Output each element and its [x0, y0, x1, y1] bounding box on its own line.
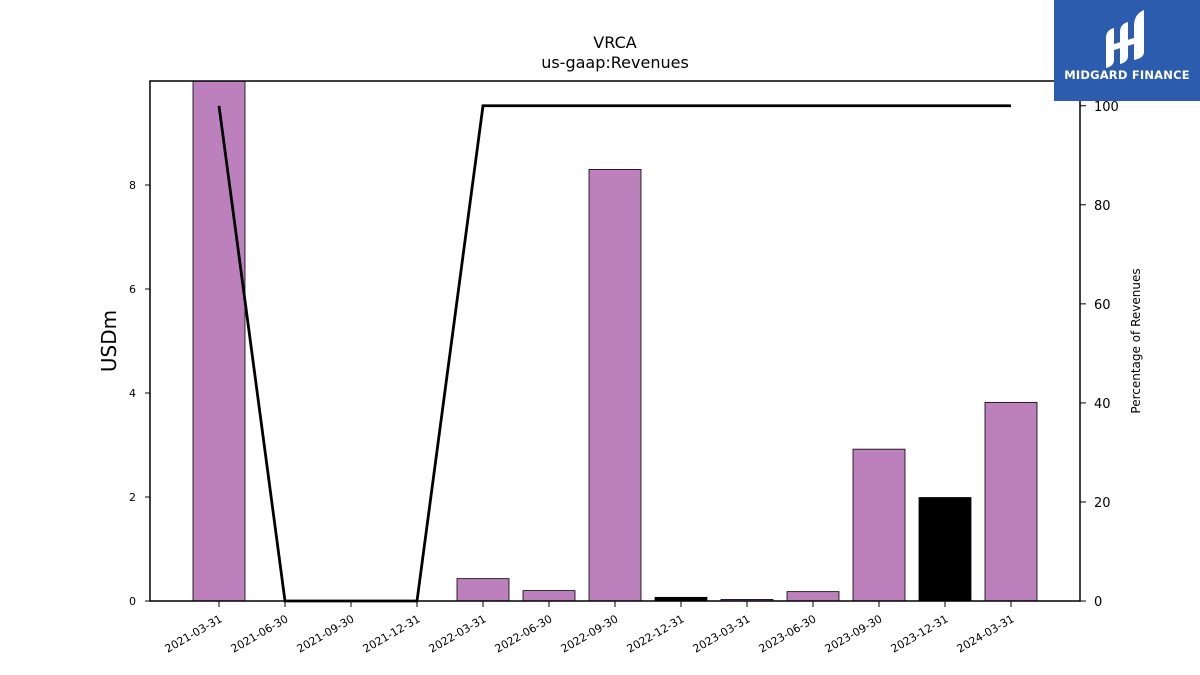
- bar-2023-12-31: [918, 497, 972, 602]
- bar-2023-09-30: [852, 448, 906, 602]
- x-tick-label: 2021-09-30: [295, 612, 357, 655]
- chart-title: VRCA: [593, 33, 636, 52]
- bar-2022-09-30: [588, 168, 642, 602]
- y2-tick-label: 20: [1094, 496, 1111, 511]
- x-tick-label: 2024-03-31: [955, 612, 1017, 655]
- y-tick-label: 2: [129, 491, 136, 504]
- x-tick-label: 2021-03-31: [163, 612, 225, 655]
- y-tick-label: 4: [129, 387, 136, 400]
- x-axis: 2021-03-31 2021-06-30 2021-09-30 2021-12-31…: [163, 601, 1017, 656]
- x-tick-label: 2021-12-31: [361, 612, 423, 655]
- y-tick-label: 8: [129, 179, 136, 192]
- y2-tick-label: 100: [1094, 100, 1119, 115]
- bars-group: [192, 80, 1038, 602]
- bar-2021-03-31: [192, 80, 246, 602]
- x-tick-label: 2023-12-31: [889, 612, 951, 655]
- y2-axis-label: Percentage of Revenues: [1129, 268, 1143, 413]
- chart-subtitle: us-gaap:Revenues: [541, 53, 689, 72]
- x-tick-label: 2023-06-30: [757, 612, 819, 655]
- x-tick-label: 2022-03-31: [427, 612, 489, 655]
- y2-tick-label: 80: [1094, 199, 1111, 214]
- x-tick-label: 2023-03-31: [691, 612, 753, 655]
- y-axis-right: 0 20 40 60 80 100: [1080, 100, 1119, 610]
- bar-2024-03-31: [984, 401, 1038, 602]
- x-tick-label: 2023-09-30: [823, 612, 885, 655]
- y-tick-label: 6: [129, 283, 136, 296]
- x-tick-label: 2022-12-31: [625, 612, 687, 655]
- bar-2022-06-30: [522, 590, 576, 602]
- x-tick-label: 2022-06-30: [493, 612, 555, 655]
- y2-tick-label: 60: [1094, 298, 1111, 313]
- bar-2022-03-31: [456, 578, 510, 602]
- brand-logo: MIDGARD FINANCE: [1054, 0, 1200, 101]
- logo-mark-icon: [1106, 10, 1144, 68]
- y-axis-left: 0 2 4 6 8: [129, 179, 150, 608]
- y-axis-label: USDm: [97, 310, 121, 372]
- logo-text: MIDGARD FINANCE: [1064, 68, 1190, 82]
- y2-tick-label: 40: [1094, 397, 1111, 412]
- y-tick-label: 0: [129, 595, 136, 608]
- x-tick-label: 2021-06-30: [229, 612, 291, 655]
- x-tick-label: 2022-09-30: [559, 612, 621, 655]
- bar-2023-06-30: [786, 591, 840, 602]
- y2-tick-label: 0: [1094, 595, 1102, 610]
